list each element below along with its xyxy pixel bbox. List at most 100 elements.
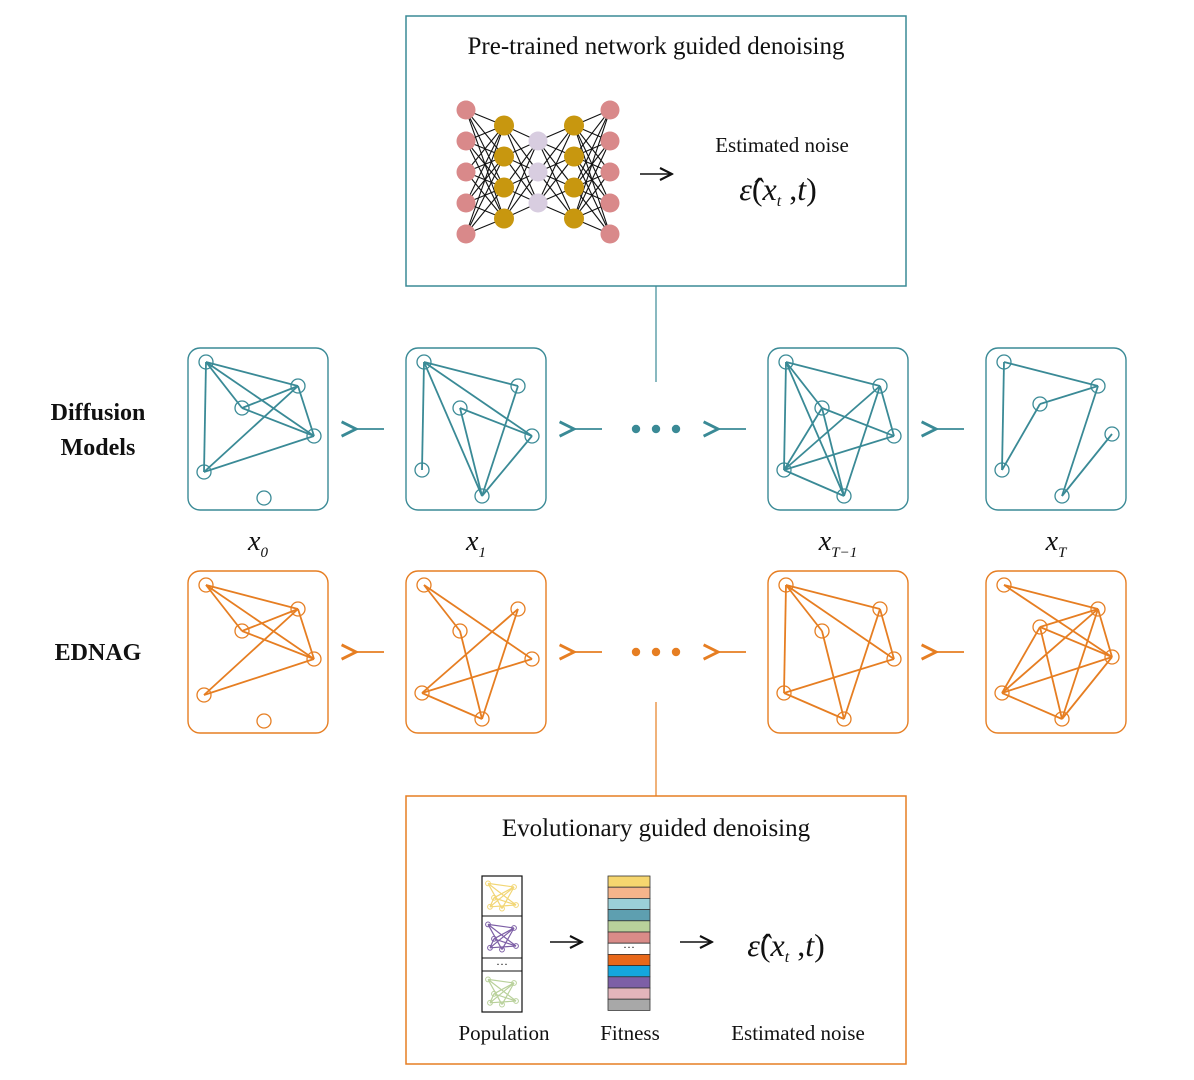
diffusion-graph-node bbox=[198, 354, 214, 370]
nn-edge bbox=[537, 125, 575, 204]
population-ellipsis: ··· bbox=[496, 957, 508, 971]
diffusion-row-label-2: Models bbox=[61, 435, 136, 461]
ednag-graph-edge bbox=[459, 630, 483, 720]
ednag-graph-node bbox=[306, 651, 322, 667]
diffusion-graph-edge bbox=[423, 361, 483, 497]
population-edge bbox=[489, 927, 515, 949]
diffusion-graph-frame bbox=[767, 347, 909, 511]
ednag-graph-edge bbox=[1061, 608, 1099, 720]
diffusion-ellipsis-dot bbox=[651, 424, 661, 434]
ednag-graph-edge bbox=[1003, 584, 1113, 658]
diffusion-graph-edge bbox=[785, 361, 845, 497]
step-label-0: x0 bbox=[247, 526, 268, 561]
estimated-noise-label: Estimated noise bbox=[715, 133, 849, 157]
evolutionary-noise-formula: ε̂(xt ,t) bbox=[747, 927, 824, 966]
ednag-graph-edge bbox=[423, 584, 461, 632]
nn-node bbox=[528, 131, 548, 151]
ednag-graph-edge bbox=[481, 608, 519, 720]
diffusion-graph-edge bbox=[297, 385, 315, 437]
diffusion-graph-node bbox=[836, 488, 852, 504]
diffusion-graph-node bbox=[1054, 488, 1070, 504]
fitness-cell bbox=[607, 909, 651, 922]
population-node bbox=[513, 998, 519, 1004]
diffusion-graph-node bbox=[996, 354, 1012, 370]
evolutionary-box-title: Evolutionary guided denoising bbox=[502, 815, 811, 842]
fitness-bar: ··· bbox=[607, 875, 651, 1011]
diffusion-graph-edge bbox=[481, 435, 533, 497]
nn-node bbox=[600, 100, 620, 120]
estimated-noise-bottom-label: Estimated noise bbox=[731, 1021, 865, 1045]
diffusion-graph-edge bbox=[203, 435, 315, 473]
evolutionary-denoising-box: Evolutionary guided denoising ··· ··· ε̂… bbox=[405, 795, 907, 1065]
nn-node bbox=[564, 146, 584, 167]
nn-node bbox=[600, 131, 620, 151]
diffusion-graph-edge bbox=[241, 385, 299, 409]
step-label-1: x1 bbox=[465, 526, 486, 561]
diffusion-ellipsis-dot bbox=[671, 424, 681, 434]
ednag-graph-node bbox=[778, 577, 794, 593]
ednag-ellipsis-dot bbox=[671, 647, 681, 657]
step-label-2: xT−1 bbox=[818, 526, 857, 561]
diffusion-graph-frame bbox=[985, 347, 1127, 511]
ednag-graph-edge bbox=[1001, 626, 1041, 694]
diffusion-graph-edge bbox=[1001, 361, 1005, 471]
diffusion-graph-edge bbox=[423, 361, 519, 387]
population-node bbox=[487, 903, 493, 910]
fitness-ellipsis: ··· bbox=[623, 940, 635, 954]
ednag-graph-edge bbox=[421, 692, 483, 720]
ednag-graph-edge bbox=[1039, 608, 1099, 628]
ednag-graph-node bbox=[524, 651, 540, 667]
ednag-graph-node bbox=[510, 601, 526, 617]
population-node bbox=[487, 999, 493, 1006]
fitness-cell bbox=[607, 886, 651, 899]
nn-edge bbox=[465, 125, 505, 204]
ednag-graph-edge bbox=[1097, 608, 1113, 658]
ednag-graph-edge bbox=[205, 584, 299, 610]
diffusion-graph-node bbox=[814, 400, 830, 416]
diffusion-graph-node bbox=[886, 428, 902, 444]
diffusion-graph-edge bbox=[241, 407, 315, 437]
ednag-graph-edge bbox=[203, 608, 299, 696]
ednag-graph-node bbox=[414, 685, 430, 701]
ednag-graph-1 bbox=[405, 570, 547, 734]
ednag-graph-frame bbox=[187, 570, 329, 734]
ednag-ellipsis-dot bbox=[631, 647, 641, 657]
ednag-graph-node bbox=[1032, 619, 1048, 635]
population-edge bbox=[493, 938, 517, 947]
ednag-graph-node bbox=[776, 685, 792, 701]
nn-edge bbox=[573, 109, 611, 188]
nn-node bbox=[456, 100, 476, 120]
diffusion-graph-node bbox=[474, 488, 490, 504]
diffusion-graph-edge bbox=[1061, 433, 1113, 497]
ednag-graph-node bbox=[1090, 601, 1106, 617]
diffusion-graph-edge bbox=[1001, 403, 1041, 471]
diffusion-graph-node bbox=[1090, 378, 1106, 394]
fitness-cell bbox=[607, 987, 651, 1000]
population-node bbox=[491, 935, 497, 942]
nn-node bbox=[456, 193, 476, 213]
nn-edge bbox=[465, 125, 505, 235]
ednag-graph-edge bbox=[785, 584, 895, 660]
pretrained-box-title: Pre-trained network guided denoising bbox=[468, 33, 845, 60]
population-edge bbox=[493, 982, 515, 995]
population-edge bbox=[487, 923, 515, 929]
fitness-cell bbox=[607, 998, 651, 1011]
nn-node bbox=[564, 115, 584, 136]
ednag-graph-node bbox=[474, 711, 490, 727]
diffusion-graph-node bbox=[452, 400, 468, 416]
ednag-graph-node bbox=[1054, 711, 1070, 727]
diffusion-graph-edge bbox=[783, 385, 881, 471]
population-edge bbox=[489, 993, 495, 1004]
diffusion-graph-edge bbox=[421, 361, 425, 471]
diffusion-graph-edge bbox=[205, 361, 243, 409]
ednag-graph-node bbox=[290, 601, 306, 617]
step-labels: x0 x1 xT−1 xT bbox=[247, 526, 1068, 561]
ednag-graph-edge bbox=[297, 608, 315, 660]
diffusion-graph-1 bbox=[405, 347, 547, 511]
diffusion-graph-node bbox=[416, 354, 432, 370]
population-edge bbox=[489, 938, 495, 949]
estimated-noise-formula: ε̂(xt ,t) bbox=[739, 171, 816, 210]
population-node bbox=[499, 946, 505, 953]
population-edge bbox=[489, 886, 515, 908]
